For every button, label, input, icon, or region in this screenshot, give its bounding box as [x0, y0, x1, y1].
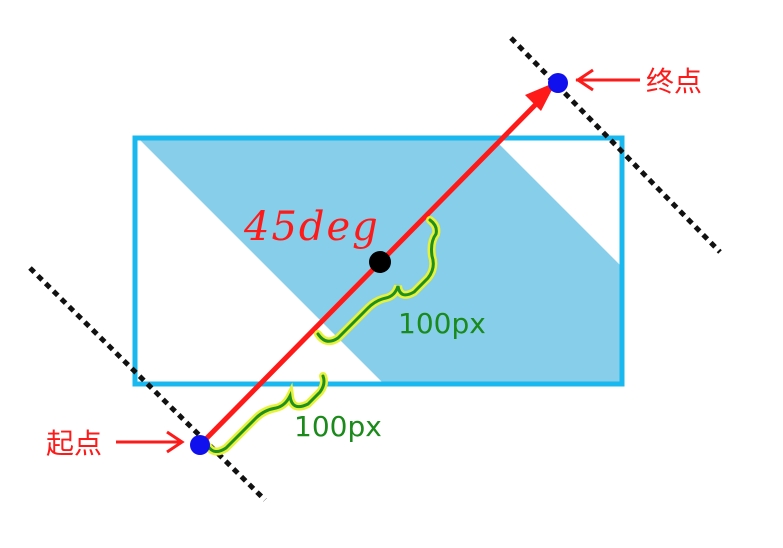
end-point-label: 终点 [646, 66, 702, 97]
angle-label: 45deg [243, 204, 380, 250]
brace-lower [204, 372, 328, 456]
end-perpendicular-line [509, 36, 722, 254]
element-box [132, 135, 625, 387]
upper-segment-label: 100px [398, 307, 486, 340]
lower-segment-label: 100px [294, 410, 382, 443]
gradient-arrowhead [525, 82, 556, 111]
start-pointer-arrow-icon [116, 430, 185, 454]
center-dot-icon [369, 251, 391, 273]
end-point-dot-icon [548, 73, 568, 93]
start-perpendicular-line [28, 266, 267, 502]
brace-upper [314, 216, 441, 346]
end-pointer-arrow-icon [575, 68, 640, 92]
start-point-label: 起点 [46, 428, 102, 459]
start-point-dot-icon [190, 435, 210, 455]
